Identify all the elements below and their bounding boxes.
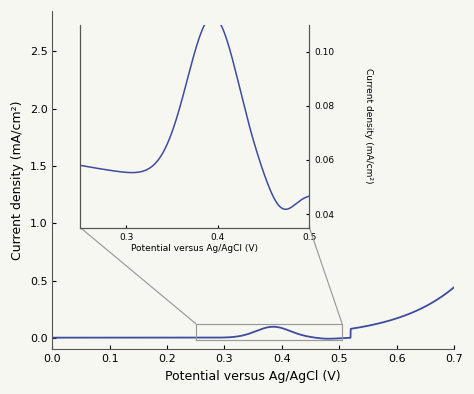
X-axis label: Potential versus Ag/AgCl (V): Potential versus Ag/AgCl (V) — [165, 370, 341, 383]
Y-axis label: Current density (mA/cm²): Current density (mA/cm²) — [364, 69, 373, 184]
Y-axis label: Current density (mA/cm²): Current density (mA/cm²) — [11, 100, 24, 260]
